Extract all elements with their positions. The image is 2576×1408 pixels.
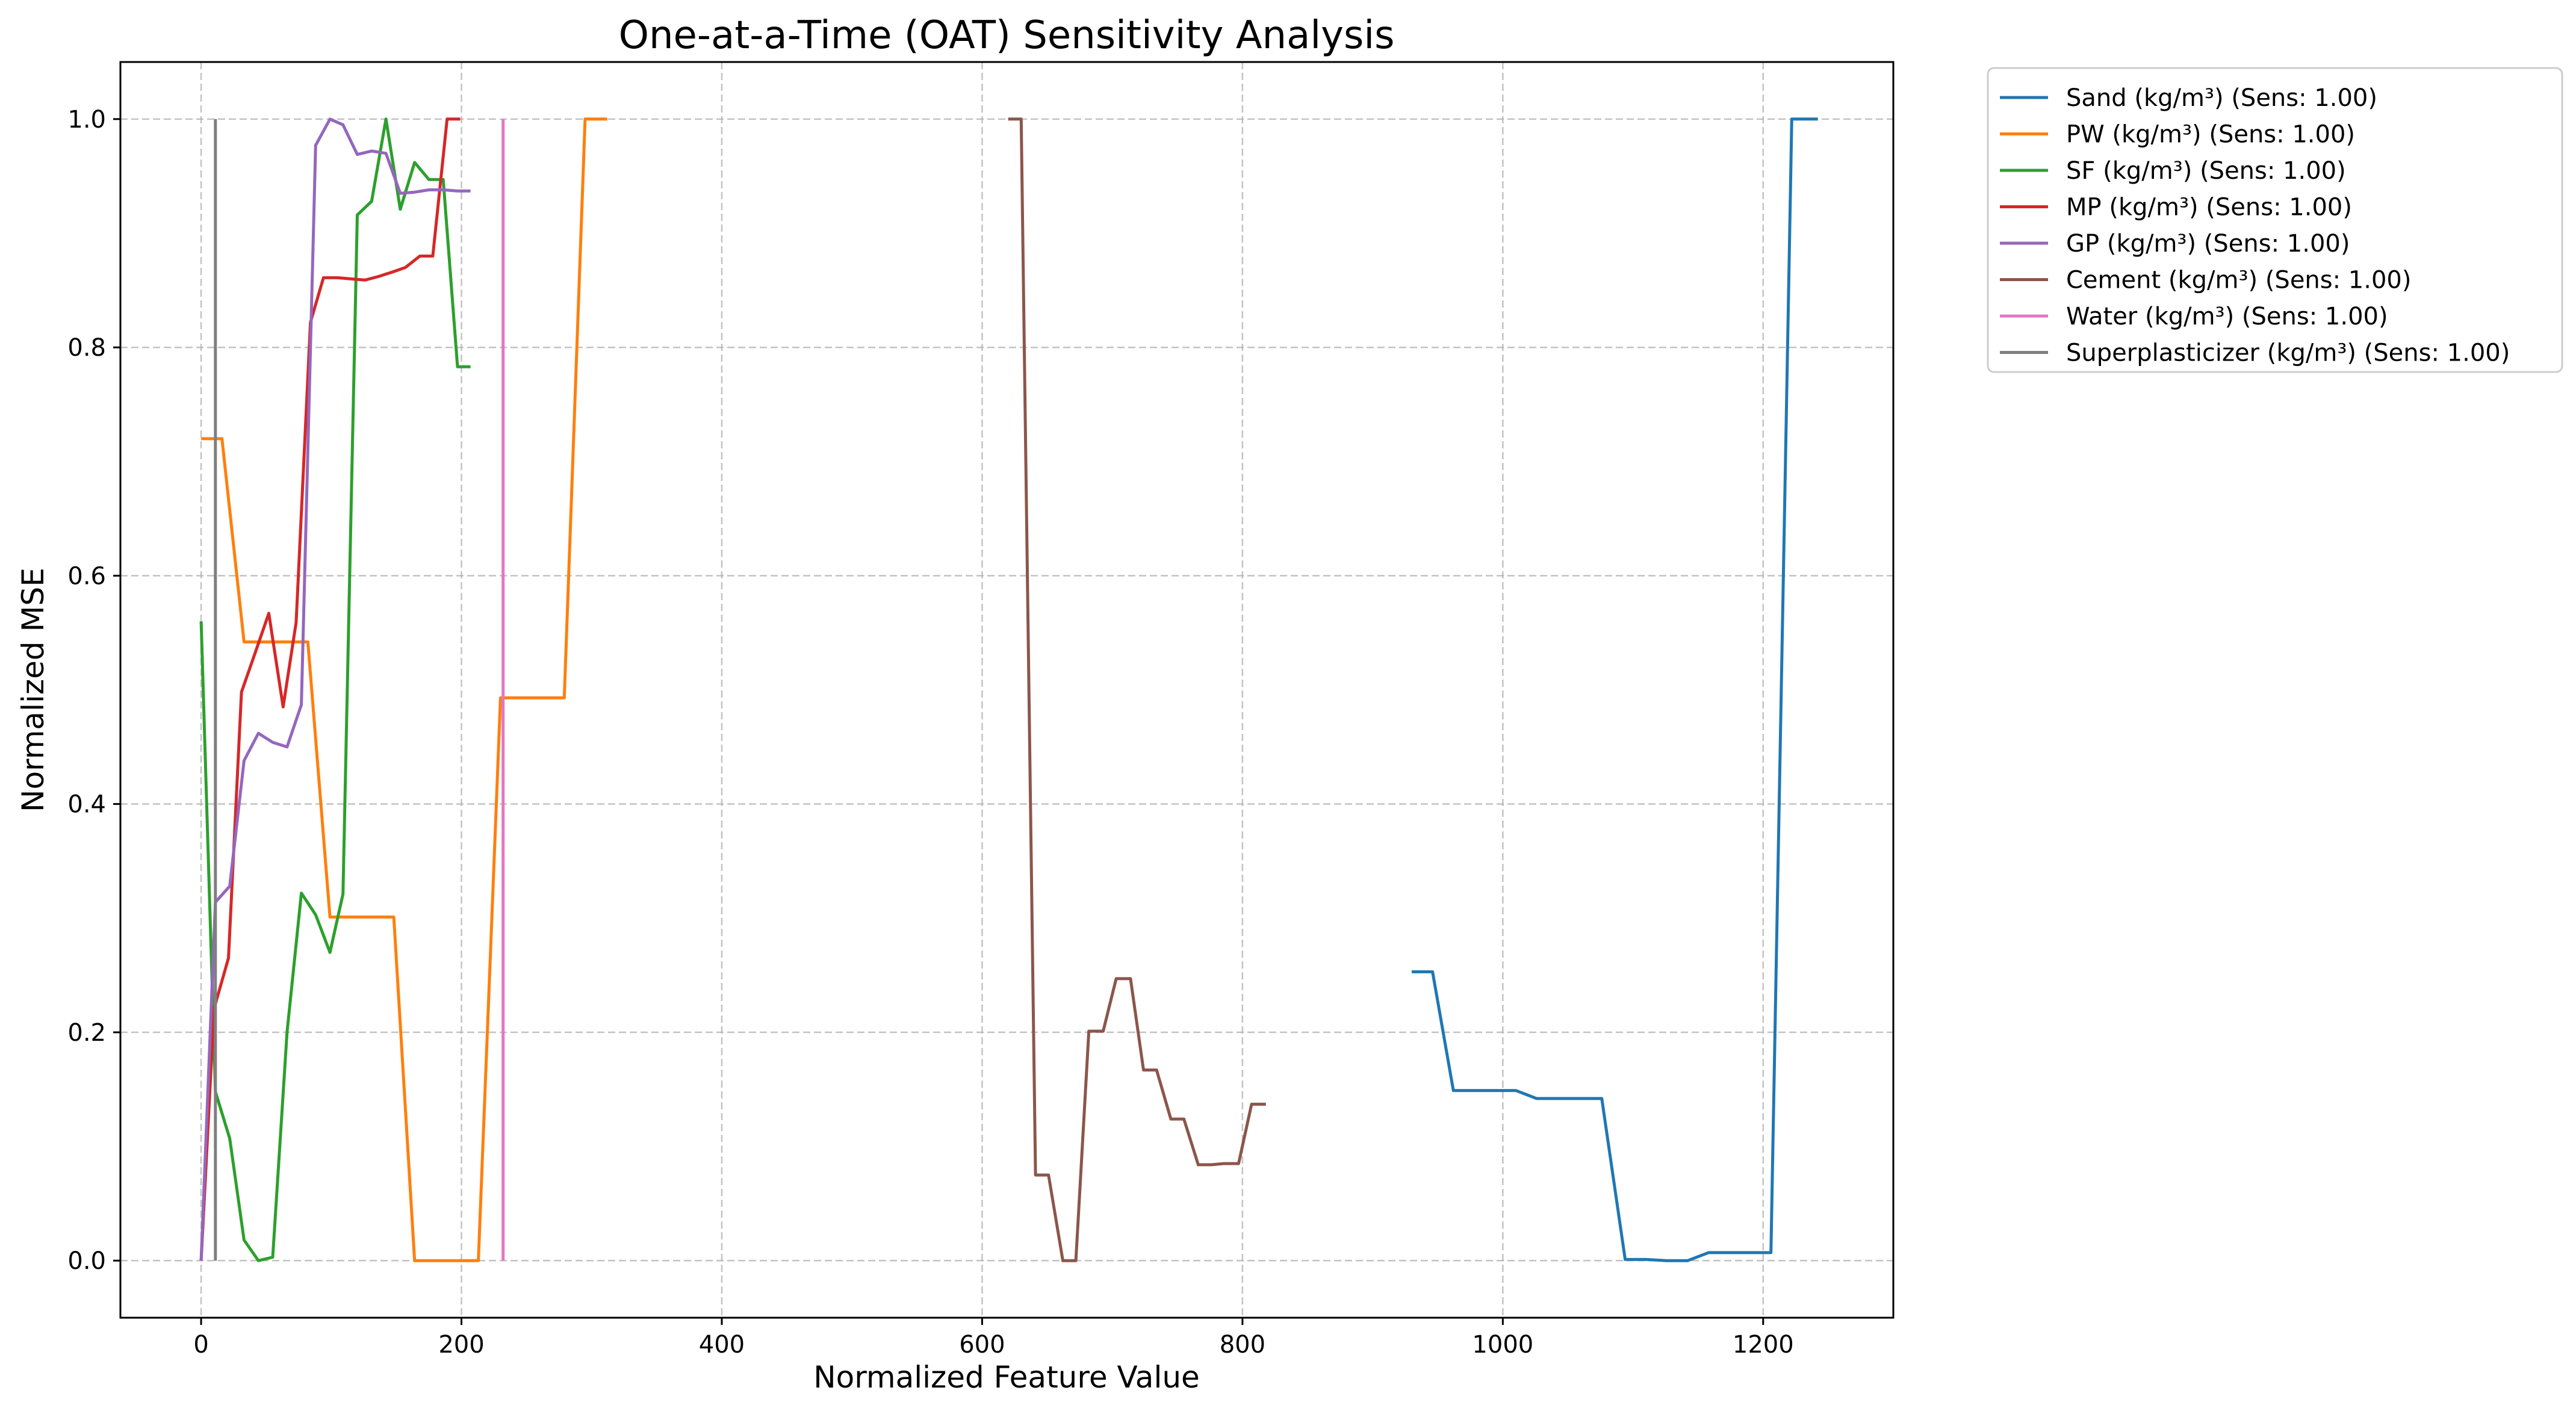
legend: Sand (kg/m³) (Sens: 1.00) PW (kg/m³) (Sen… (1987, 67, 2563, 373)
legend-label-1: PW (kg/m³) (Sens: 1.00) (2066, 121, 2355, 149)
legend-label-5: Cement (kg/m³) (Sens: 1.00) (2066, 267, 2411, 294)
plot-frame (119, 61, 1895, 1319)
y-tick-label: 0.0 (67, 1247, 106, 1275)
chart-title: One-at-a-Time (OAT) Sensitivity Analysis (619, 13, 1395, 58)
x-tick-label: 400 (699, 1331, 745, 1359)
legend-label-2: SF (kg/m³) (Sens: 1.00) (2066, 157, 2346, 185)
legend-box (1987, 67, 2563, 373)
legend-label-7: Superplasticizer (kg/m³) (Sens: 1.00) (2066, 340, 2510, 367)
grid (120, 62, 1893, 1318)
y-tick-label: 1.0 (67, 106, 106, 134)
x-tick-label: 1200 (1733, 1331, 1794, 1359)
y-tick-label: 0.4 (67, 791, 106, 819)
series-line-2 (199, 117, 471, 1262)
legend-label-3: MP (kg/m³) (Sens: 1.00) (2066, 194, 2352, 222)
x-tick-label: 800 (1220, 1331, 1265, 1359)
series-line-5 (1008, 117, 1266, 1262)
x-tick-label: 0 (193, 1331, 208, 1359)
y-axis: 0.0 0.2 0.4 0.6 0.8 1.0 (67, 106, 120, 1275)
x-tick-label: 600 (959, 1331, 1005, 1359)
legend-label-4: GP (kg/m³) (Sens: 1.00) (2066, 230, 2350, 258)
series-lines (199, 117, 1818, 1262)
series-line-4 (199, 117, 471, 1261)
series-line-1 (201, 117, 607, 1262)
x-tick-label: 1000 (1472, 1331, 1533, 1359)
legend-label-6: Water (kg/m³) (Sens: 1.00) (2066, 303, 2388, 330)
series-line-3 (199, 117, 461, 1261)
y-axis-label: Normalized MSE (16, 568, 51, 812)
x-tick-label: 200 (438, 1331, 484, 1359)
x-axis-label: Normalized Feature Value (813, 1360, 1200, 1395)
y-tick-label: 0.6 (67, 562, 106, 590)
legend-label-0: Sand (kg/m³) (Sens: 1.00) (2066, 84, 2377, 112)
y-tick-label: 0.8 (67, 334, 106, 362)
y-tick-label: 0.2 (67, 1019, 106, 1047)
x-axis: 0 200 400 600 800 1000 1200 (193, 1318, 1794, 1359)
series-line-0 (1412, 117, 1818, 1262)
